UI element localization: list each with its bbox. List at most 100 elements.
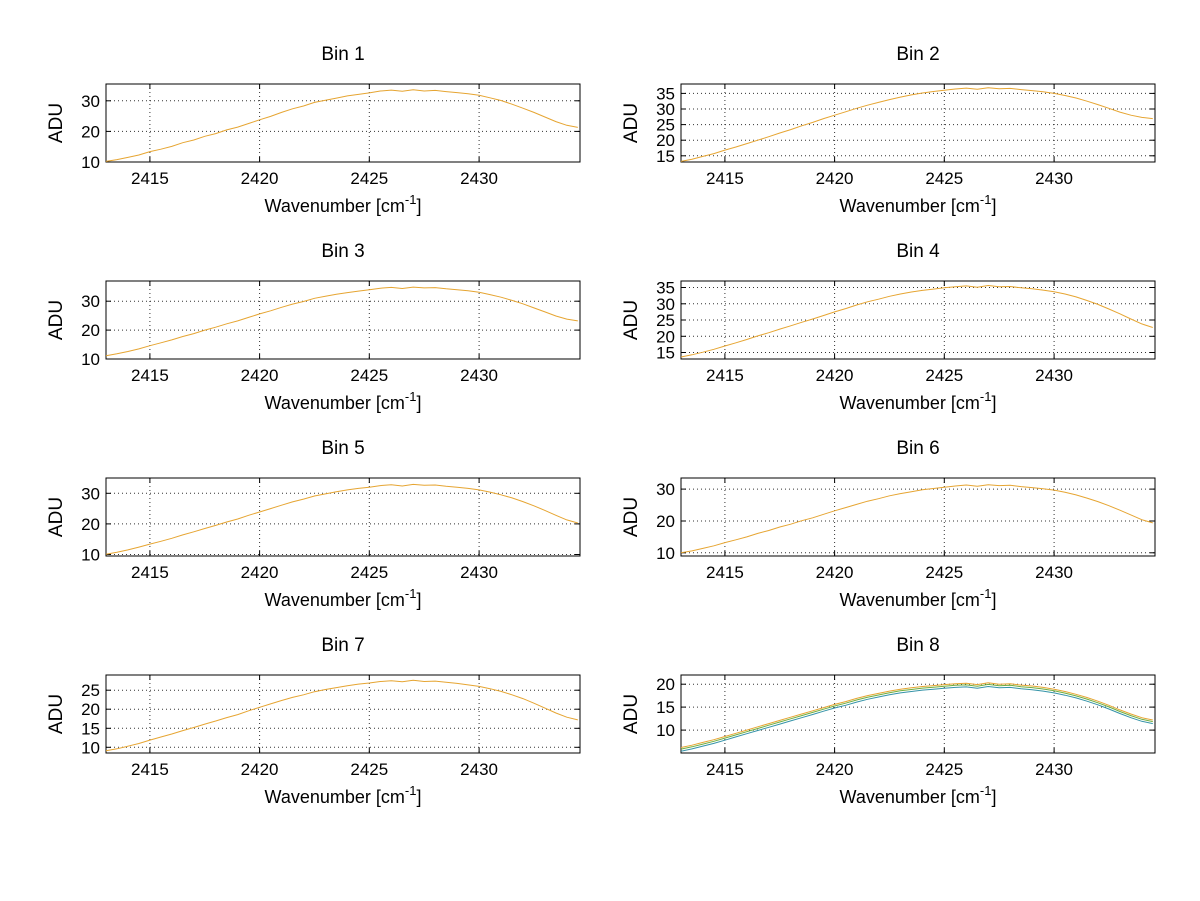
x-axis-label-sup: -1 (405, 389, 417, 404)
x-tick-label: 2430 (1035, 760, 1073, 779)
x-tick-label: 2420 (241, 563, 279, 582)
x-axis-label-sup: -1 (405, 586, 417, 601)
x-axis-label-base: Wavenumber [cm (840, 196, 980, 216)
plot-title: Bin 8 (896, 635, 939, 656)
x-axis-label-close: ] (991, 196, 996, 216)
y-tick-label: 15 (656, 698, 675, 717)
subplot-bin-2: Bin 2 ADU 2415 2420 2425 2430 15 20 25 30 35 Wav… (615, 40, 1190, 237)
y-tick-label: 10 (81, 738, 100, 757)
y-axis-label: ADU (46, 497, 67, 537)
y-tick-label: 20 (81, 122, 100, 141)
x-axis-label: Wavenumber [cm-1] (265, 192, 422, 216)
y-tick-label: 15 (81, 719, 100, 738)
plot-title: Bin 4 (896, 241, 940, 262)
y-axis-label: ADU (46, 103, 67, 143)
plot-bin-3: Bin 3 ADU 2415 2420 2425 2430 10 20 30 Wavenum… (46, 241, 581, 413)
x-axis-label: Wavenumber [cm-1] (840, 192, 997, 216)
y-tick-label: 10 (656, 544, 675, 563)
x-axis-label-base: Wavenumber [cm (265, 393, 405, 413)
x-axis-label-base: Wavenumber [cm (265, 590, 405, 610)
x-tick-label: 2420 (241, 760, 279, 779)
y-tick-label: 20 (81, 515, 100, 534)
trace-orange (680, 284, 1153, 358)
y-tick-label: 30 (656, 295, 675, 314)
x-tick-label: 2430 (460, 760, 498, 779)
x-axis-label-sup: -1 (980, 586, 992, 601)
x-tick-label: 2430 (460, 169, 498, 188)
y-tick-label: 20 (81, 700, 100, 719)
axes-area: 2415 2420 2425 2430 10 15 20 (656, 674, 1156, 779)
axes-area: 2415 2420 2425 2430 10 20 30 (81, 83, 581, 188)
y-tick-label: 10 (656, 721, 675, 740)
y-tick-label: 30 (81, 484, 100, 503)
x-axis-label-base: Wavenumber [cm (840, 590, 980, 610)
y-tick-label: 20 (656, 512, 675, 531)
trace-orange (105, 679, 578, 752)
plot-title: Bin 2 (896, 44, 939, 65)
plot-title: Bin 3 (321, 241, 364, 262)
x-tick-label: 2420 (816, 366, 854, 385)
y-tick-label: 15 (656, 147, 675, 166)
x-tick-label: 2420 (241, 366, 279, 385)
y-tick-label: 25 (81, 681, 100, 700)
y-tick-label: 30 (656, 100, 675, 119)
trace-orange (680, 87, 1153, 162)
x-tick-label: 2415 (706, 563, 744, 582)
plot-bin-1: Bin 1 ADU 2415 2420 2425 2430 10 20 30 Wavenum… (46, 44, 581, 216)
y-axis-label: ADU (46, 300, 67, 340)
figure-grid: Bin 1 ADU 2415 2420 2425 2430 10 20 30 Wavenum… (40, 40, 1190, 828)
y-tick-label: 10 (81, 546, 100, 565)
plot-title: Bin 1 (321, 44, 364, 65)
axes-area: 2415 2420 2425 2430 10 20 30 (656, 477, 1156, 582)
x-axis-label-sup: -1 (980, 192, 992, 207)
x-axis-label-base: Wavenumber [cm (265, 787, 405, 807)
x-tick-label: 2430 (1035, 169, 1073, 188)
plot-bin-8: Bin 8 ADU 2415 2420 2425 2430 10 15 20 Wavenum… (621, 635, 1156, 807)
x-tick-label: 2430 (460, 563, 498, 582)
axes-box (680, 674, 1156, 754)
x-axis-label-close: ] (991, 393, 996, 413)
x-axis-label-base: Wavenumber [cm (840, 393, 980, 413)
axes-box (105, 280, 581, 360)
plot-title: Bin 6 (896, 438, 939, 459)
x-axis-label-close: ] (991, 590, 996, 610)
x-tick-label: 2425 (350, 169, 388, 188)
x-tick-label: 2425 (925, 563, 963, 582)
x-axis-label-sup: -1 (980, 783, 992, 798)
x-axis-label: Wavenumber [cm-1] (840, 389, 997, 413)
x-axis-label-close: ] (416, 393, 421, 413)
axes-box (105, 477, 581, 557)
y-tick-label: 35 (656, 279, 675, 298)
y-tick-label: 20 (656, 131, 675, 150)
subplot-bin-4: Bin 4 ADU 2415 2420 2425 2430 15 20 25 30 35 Wav… (615, 237, 1190, 434)
x-tick-label: 2425 (925, 366, 963, 385)
plot-bin-5: Bin 5 ADU 2415 2420 2425 2430 10 20 30 Wavenum… (46, 438, 581, 610)
y-axis-label: ADU (46, 694, 67, 734)
x-axis-label-close: ] (416, 787, 421, 807)
x-tick-label: 2415 (706, 169, 744, 188)
trace-orange (105, 483, 578, 555)
y-tick-label: 30 (81, 92, 100, 111)
x-tick-label: 2420 (241, 169, 279, 188)
y-tick-label: 35 (656, 84, 675, 103)
x-axis-label-close: ] (416, 590, 421, 610)
trace-orange (680, 682, 1153, 748)
x-tick-label: 2420 (816, 169, 854, 188)
x-tick-label: 2415 (131, 760, 169, 779)
x-tick-label: 2425 (350, 366, 388, 385)
x-tick-label: 2425 (350, 563, 388, 582)
trace-green (680, 683, 1153, 750)
x-axis-label-base: Wavenumber [cm (265, 196, 405, 216)
y-axis-label: ADU (621, 497, 642, 537)
x-tick-label: 2415 (706, 366, 744, 385)
axes-box (680, 477, 1156, 557)
subplot-bin-3: Bin 3 ADU 2415 2420 2425 2430 10 20 30 Wavenum… (40, 237, 615, 434)
subplot-bin-7: Bin 7 ADU 2415 2420 2425 2430 10 15 20 25 Waven… (40, 631, 615, 828)
x-tick-label: 2425 (925, 169, 963, 188)
y-tick-label: 20 (81, 321, 100, 340)
